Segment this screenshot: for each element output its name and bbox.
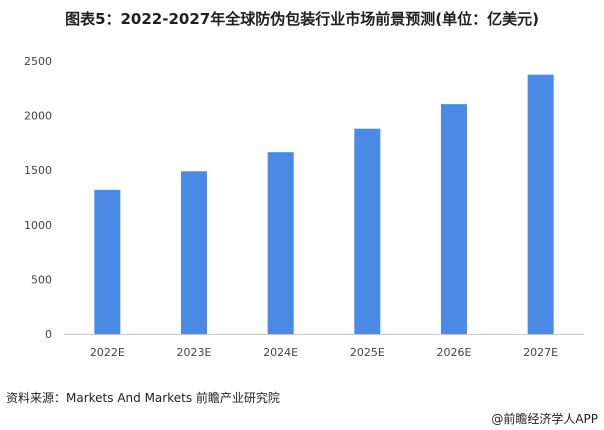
x-tick-label: 2025E bbox=[350, 346, 385, 359]
source-note: 资料来源：Markets And Markets 前瞻产业研究院 bbox=[6, 391, 280, 405]
x-axis-ticks: 2022E 2023E 2024E 2025E 2026E 2027E bbox=[90, 346, 558, 359]
x-tick-label: 2027E bbox=[523, 346, 558, 359]
x-tick-label: 2022E bbox=[90, 346, 125, 359]
x-tick-label: 2026E bbox=[437, 346, 472, 359]
chart-title: 图表5：2022-2027年全球防伪包装行业市场前景预测(单位：亿美元) bbox=[65, 10, 539, 28]
bar-2023E bbox=[181, 171, 207, 334]
x-tick-label: 2024E bbox=[263, 346, 298, 359]
bar-2027E bbox=[527, 74, 554, 335]
y-tick-label: 1500 bbox=[24, 164, 52, 177]
x-tick-label: 2023E bbox=[177, 346, 212, 359]
bar-2022E bbox=[94, 189, 121, 334]
y-tick-label: 2000 bbox=[24, 110, 52, 123]
y-tick-label: 1000 bbox=[24, 219, 52, 232]
y-tick-label: 2500 bbox=[24, 55, 52, 68]
y-tick-label: 500 bbox=[31, 273, 52, 286]
bar-series bbox=[94, 74, 554, 335]
bar-2024E bbox=[267, 152, 294, 334]
bar-2026E bbox=[441, 104, 467, 334]
bar-2025E bbox=[354, 128, 381, 334]
y-tick-label: 0 bbox=[45, 328, 52, 341]
y-axis-ticks: 0 500 1000 1500 2000 2500 bbox=[24, 55, 52, 341]
credit-note: @前瞻经济学人APP bbox=[491, 412, 598, 426]
